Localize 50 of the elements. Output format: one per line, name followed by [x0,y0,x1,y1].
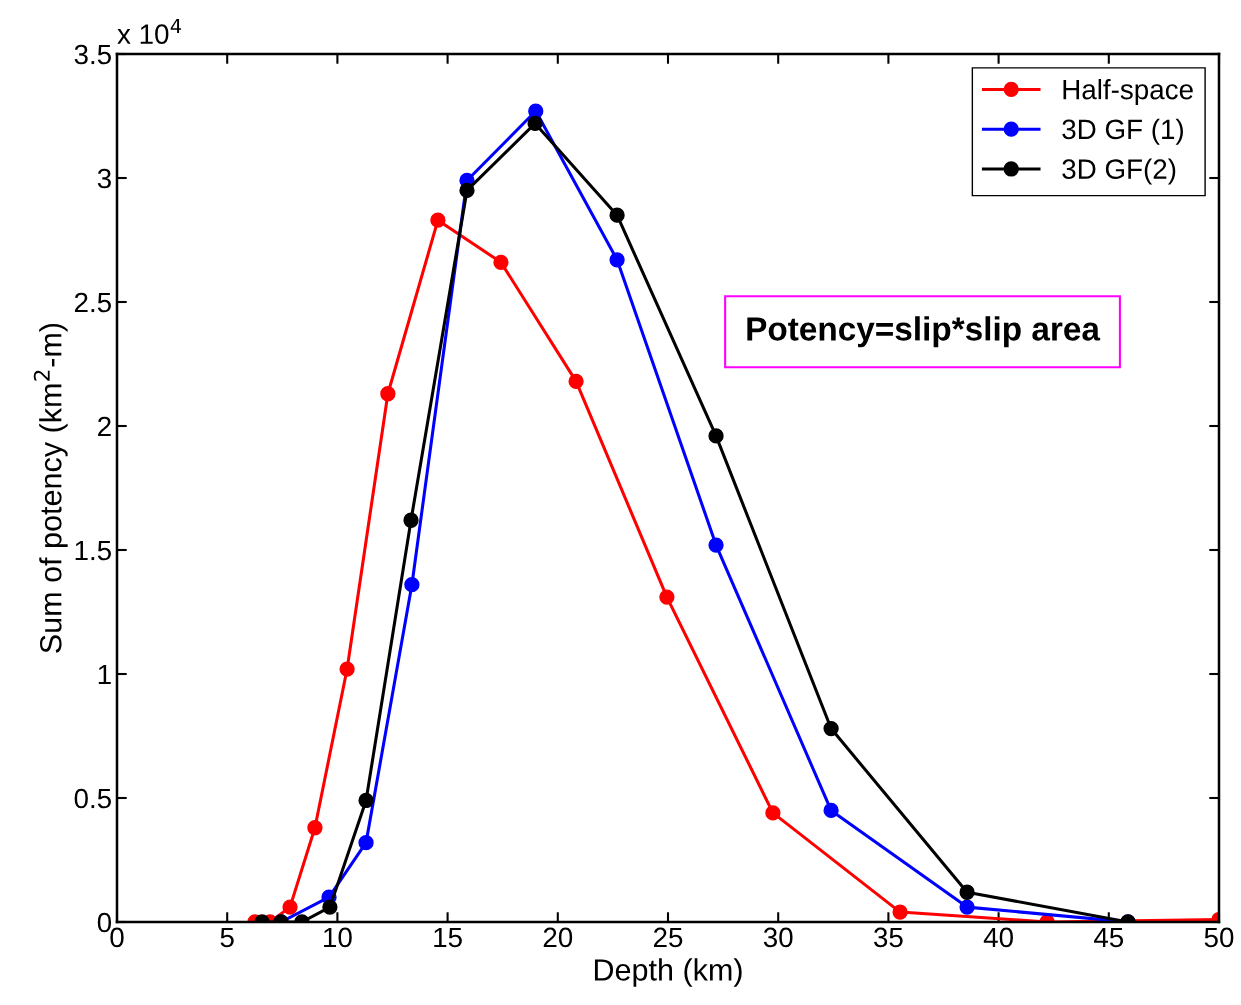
point [765,805,781,821]
x-axis-title: Depth (km) [594,958,742,987]
legend-label: Half-space [1063,79,1193,105]
point [459,182,475,199]
point [568,373,584,389]
y-tick-label: 1.5 [75,540,111,561]
point [282,899,298,915]
y-tick-label: 2.5 [74,292,111,313]
point [339,661,355,677]
point [307,820,323,836]
point [823,802,839,819]
point [609,207,625,223]
x-tick-label: 15 [434,927,462,948]
point [708,428,724,444]
point [358,835,374,851]
x-tick-label: 40 [983,927,1013,948]
point [823,720,839,737]
point [659,589,675,605]
y-axis-title: Sum of potency (km$^{2}$-m) [33,323,68,653]
point [358,792,374,809]
y-tick-label: 1 [98,664,111,685]
y-tick-label: 3.5 [74,44,111,65]
legend-label: 3D GF (1) [1062,118,1183,145]
x-tick-label: 30 [763,927,793,948]
y-tick-label: 0.5 [74,788,111,809]
point [404,577,420,593]
y-tick-label: 0 [97,912,112,933]
y-tick-label: 2 [98,416,111,437]
y-tick-label: 3 [97,168,111,189]
point [493,254,509,270]
point [708,537,724,553]
point [380,386,396,402]
annotation: Potency=slip*slip area [747,316,1101,348]
x-tick-label: 25 [653,927,683,948]
point [609,252,625,268]
legend-label: 3D GF(2) [1062,158,1176,185]
point [430,212,446,228]
text: x 10$^{4}$ [117,18,182,44]
x-tick-label: 45 [1093,927,1124,948]
point [527,115,543,132]
point [959,899,975,915]
point [892,904,908,920]
point [403,512,419,528]
x-tick-label: 5 [220,927,234,948]
point [959,884,975,900]
x-tick-label: 20 [543,927,573,948]
x-tick-label: 50 [1204,927,1234,948]
point [322,899,338,915]
x-tick-label: 35 [874,927,903,948]
x-tick-label: 10 [324,927,352,948]
